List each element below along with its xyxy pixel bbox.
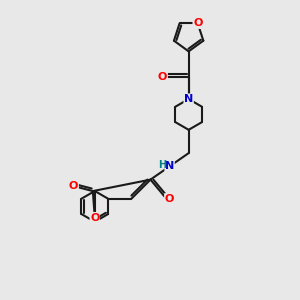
Text: O: O: [90, 212, 100, 223]
Text: O: O: [69, 181, 78, 190]
Text: O: O: [158, 71, 167, 82]
Text: O: O: [165, 194, 174, 204]
Text: N: N: [184, 94, 193, 104]
Text: N: N: [165, 161, 174, 171]
Text: O: O: [193, 18, 202, 28]
Text: H: H: [158, 160, 166, 170]
